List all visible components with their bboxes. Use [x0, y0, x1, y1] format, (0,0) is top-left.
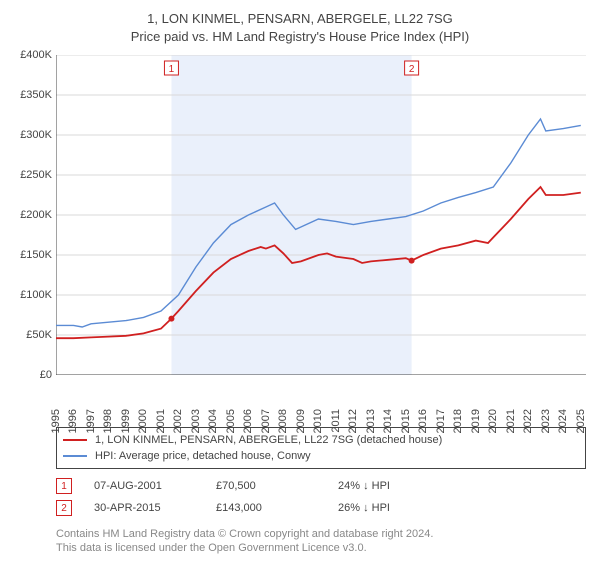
- marker-delta: 24% ↓ HPI: [338, 480, 438, 492]
- x-tick-label: 2017: [435, 409, 447, 433]
- chart-title-block: 1, LON KINMEL, PENSARN, ABERGELE, LL22 7…: [10, 10, 590, 45]
- x-tick-label: 2011: [330, 409, 342, 433]
- x-tick-label: 2009: [295, 409, 307, 433]
- legend-swatch: [63, 439, 87, 441]
- chart-svg: 12: [56, 55, 586, 375]
- marker-date: 07-AUG-2001: [94, 480, 194, 492]
- y-tick-label: £200K: [10, 209, 52, 221]
- x-tick-label: 2015: [400, 409, 412, 433]
- x-tick-label: 2006: [242, 409, 254, 433]
- legend-label: 1, LON KINMEL, PENSARN, ABERGELE, LL22 7…: [95, 434, 442, 446]
- marker-price: £143,000: [216, 502, 316, 514]
- y-tick-label: £400K: [10, 49, 52, 61]
- x-tick-label: 2007: [260, 409, 272, 433]
- legend-row: 1, LON KINMEL, PENSARN, ABERGELE, LL22 7…: [63, 432, 579, 448]
- x-tick-label: 2022: [522, 409, 534, 433]
- marker-date: 30-APR-2015: [94, 502, 194, 514]
- footer-line: Contains HM Land Registry data © Crown c…: [56, 527, 586, 541]
- x-tick-label: 1997: [85, 409, 97, 433]
- legend-swatch: [63, 455, 87, 457]
- x-tick-label: 2001: [155, 409, 167, 433]
- x-tick-label: 1998: [102, 409, 114, 433]
- plot-area: 12: [56, 55, 586, 375]
- legend-label: HPI: Average price, detached house, Conw…: [95, 450, 311, 462]
- y-tick-label: £250K: [10, 169, 52, 181]
- x-tick-label: 2016: [417, 409, 429, 433]
- x-tick-label: 2020: [487, 409, 499, 433]
- marker-badge: 1: [56, 478, 72, 494]
- y-tick-label: £150K: [10, 249, 52, 261]
- x-tick-label: 2019: [470, 409, 482, 433]
- marker-delta: 26% ↓ HPI: [338, 502, 438, 514]
- x-tick-label: 2000: [137, 409, 149, 433]
- footer-line: This data is licensed under the Open Gov…: [56, 541, 586, 555]
- chart-title-line1: 1, LON KINMEL, PENSARN, ABERGELE, LL22 7…: [10, 10, 590, 28]
- y-tick-label: £300K: [10, 129, 52, 141]
- x-tick-label: 2018: [452, 409, 464, 433]
- x-tick-label: 2010: [312, 409, 324, 433]
- chart-container: 12 £0£50K£100K£150K£200K£250K£300K£350K£…: [10, 51, 590, 421]
- legend-row: HPI: Average price, detached house, Conw…: [63, 448, 579, 464]
- x-tick-label: 2004: [207, 409, 219, 433]
- x-tick-label: 2021: [505, 409, 517, 433]
- y-tick-label: £0: [10, 369, 52, 381]
- x-tick-label: 1999: [120, 409, 132, 433]
- x-tick-label: 2005: [225, 409, 237, 433]
- markers-table: 1 07-AUG-2001 £70,500 24% ↓ HPI 2 30-APR…: [56, 475, 586, 519]
- footer: Contains HM Land Registry data © Crown c…: [56, 527, 586, 556]
- marker-price: £70,500: [216, 480, 316, 492]
- x-tick-label: 2008: [277, 409, 289, 433]
- y-tick-label: £350K: [10, 89, 52, 101]
- x-tick-label: 2003: [190, 409, 202, 433]
- marker-row: 2 30-APR-2015 £143,000 26% ↓ HPI: [56, 497, 586, 519]
- x-tick-label: 1995: [50, 409, 62, 433]
- y-tick-label: £100K: [10, 289, 52, 301]
- x-tick-label: 2002: [172, 409, 184, 433]
- chart-title-line2: Price paid vs. HM Land Registry's House …: [10, 28, 590, 46]
- svg-text:1: 1: [169, 64, 175, 75]
- marker-row: 1 07-AUG-2001 £70,500 24% ↓ HPI: [56, 475, 586, 497]
- marker-badge: 2: [56, 500, 72, 516]
- x-tick-label: 2012: [347, 409, 359, 433]
- x-tick-label: 2024: [557, 409, 569, 433]
- x-tick-label: 2025: [575, 409, 587, 433]
- x-tick-label: 2013: [365, 409, 377, 433]
- svg-text:2: 2: [409, 64, 415, 75]
- x-tick-label: 2023: [540, 409, 552, 433]
- x-tick-label: 2014: [382, 409, 394, 433]
- y-tick-label: £50K: [10, 329, 52, 341]
- x-tick-label: 1996: [67, 409, 79, 433]
